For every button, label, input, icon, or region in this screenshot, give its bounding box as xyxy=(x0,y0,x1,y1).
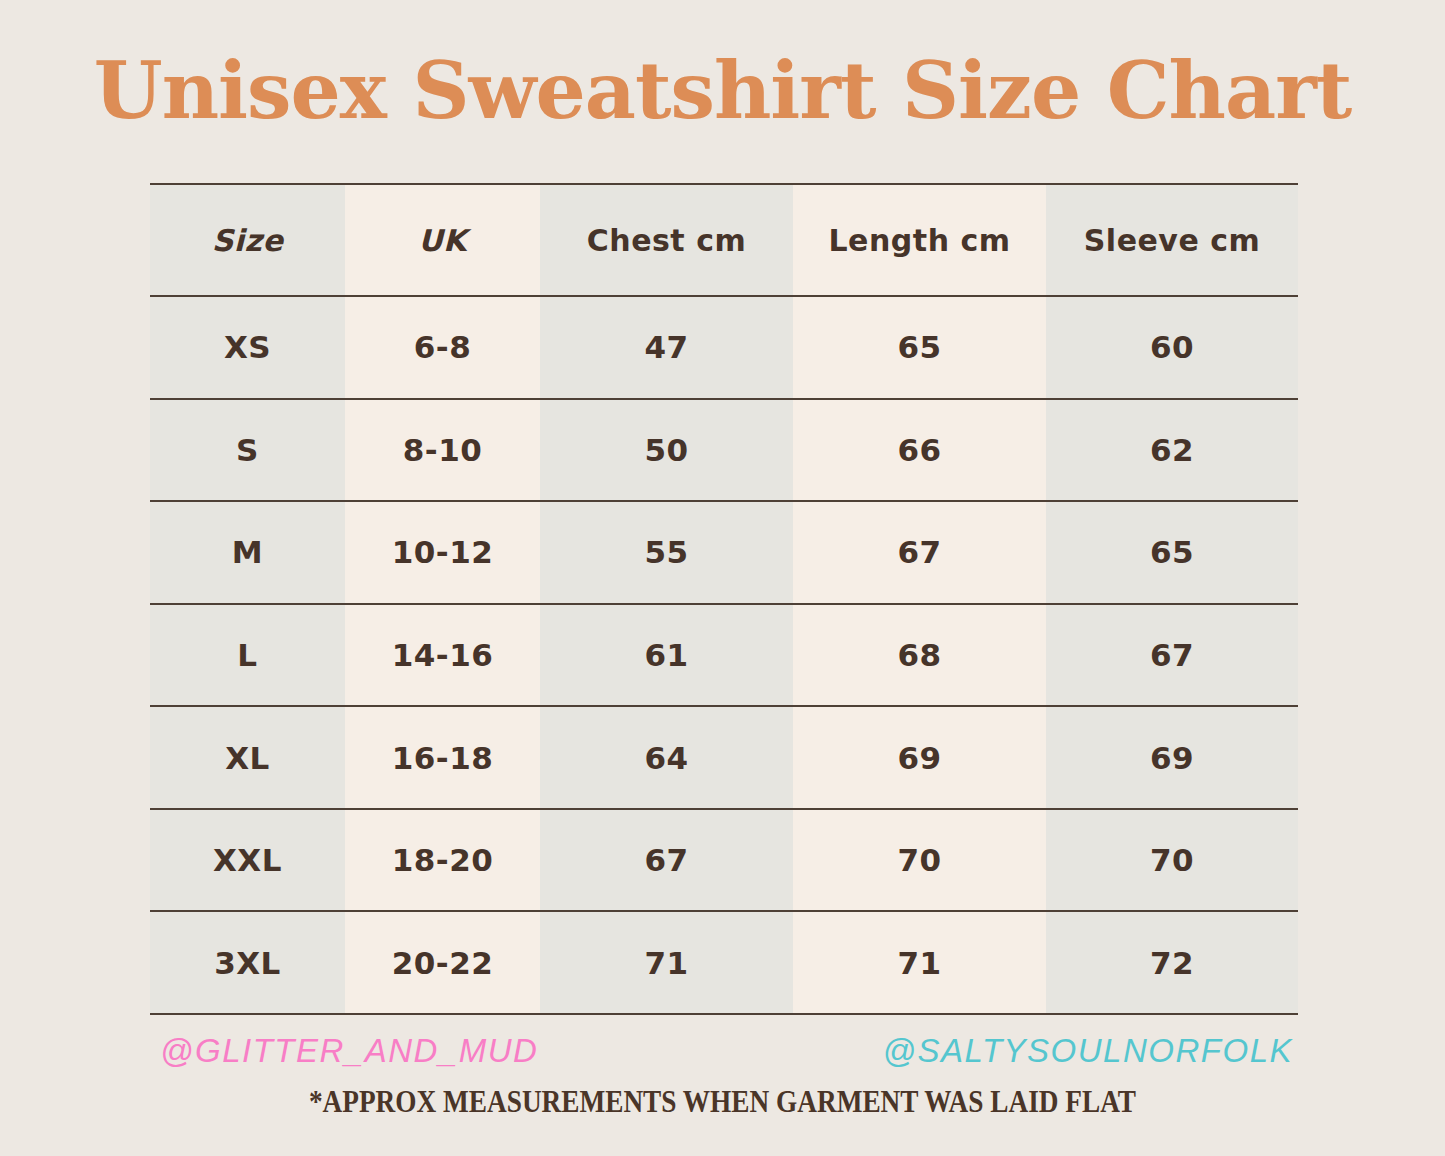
table-cell-chest: 50 xyxy=(540,400,793,503)
table-cell-uk: 20-22 xyxy=(345,912,540,1015)
table-cell-sleeve: 60 xyxy=(1046,297,1298,400)
table-cell-length: 66 xyxy=(793,400,1046,503)
column-header-chest: Chest cm xyxy=(540,185,793,297)
table-cell-length: 68 xyxy=(793,605,1046,708)
column-header-length: Length cm xyxy=(793,185,1046,297)
footnote: *APPROX MEASUREMENTS WHEN GARMENT WAS LA… xyxy=(87,1084,1359,1120)
column-header-sleeve: Sleeve cm xyxy=(1046,185,1298,297)
table-cell-chest: 64 xyxy=(540,707,793,810)
table-cell-chest: 55 xyxy=(540,502,793,605)
handle-glitter-and-mud: @GLITTER_AND_MUD xyxy=(160,1032,538,1070)
table-cell-sleeve: 69 xyxy=(1046,707,1298,810)
table-cell-sleeve: 62 xyxy=(1046,400,1298,503)
table-cell-uk: 10-12 xyxy=(345,502,540,605)
table-cell-uk: 18-20 xyxy=(345,810,540,913)
size-chart-page: Unisex Sweatshirt Size Chart Size UK Che… xyxy=(0,0,1445,1156)
table-cell-chest: 61 xyxy=(540,605,793,708)
size-table: Size UK Chest cm Length cm Sleeve cm XS … xyxy=(150,183,1298,1015)
table-cell-chest: 47 xyxy=(540,297,793,400)
table-cell-uk: 14-16 xyxy=(345,605,540,708)
table-cell-length: 65 xyxy=(793,297,1046,400)
column-header-size: Size xyxy=(150,185,345,297)
table-cell-size: XS xyxy=(150,297,345,400)
table-cell-sleeve: 67 xyxy=(1046,605,1298,708)
table-cell-size: 3XL xyxy=(150,912,345,1015)
table-cell-length: 69 xyxy=(793,707,1046,810)
table-cell-length: 70 xyxy=(793,810,1046,913)
table-cell-chest: 67 xyxy=(540,810,793,913)
social-handles: @GLITTER_AND_MUD @SALTYSOULNORFOLK xyxy=(0,1032,1445,1070)
table-cell-chest: 71 xyxy=(540,912,793,1015)
table-cell-sleeve: 72 xyxy=(1046,912,1298,1015)
table-cell-length: 71 xyxy=(793,912,1046,1015)
table-cell-length: 67 xyxy=(793,502,1046,605)
table-cell-sleeve: 70 xyxy=(1046,810,1298,913)
column-header-uk: UK xyxy=(345,185,540,297)
table-cell-size: XL xyxy=(150,707,345,810)
table-cell-sleeve: 65 xyxy=(1046,502,1298,605)
table-cell-uk: 8-10 xyxy=(345,400,540,503)
table-cell-size: S xyxy=(150,400,345,503)
table-cell-uk: 16-18 xyxy=(345,707,540,810)
table-cell-size: M xyxy=(150,502,345,605)
handle-saltysoulnorfolk: @SALTYSOULNORFOLK xyxy=(883,1032,1293,1070)
table-cell-uk: 6-8 xyxy=(345,297,540,400)
table-cell-size: XXL xyxy=(150,810,345,913)
page-title: Unisex Sweatshirt Size Chart xyxy=(0,46,1445,137)
table-cell-size: L xyxy=(150,605,345,708)
